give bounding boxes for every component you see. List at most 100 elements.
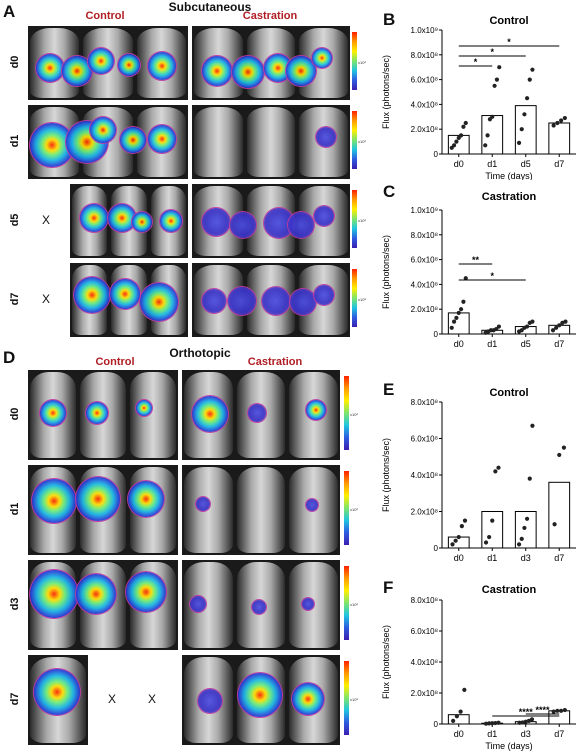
row-label-d0: d0 [9,407,21,421]
row-label-d3: d3 [9,597,21,611]
data-point [552,522,557,527]
imaging-photo [70,263,188,337]
missing-sample-mark: X [148,692,157,706]
chart-b-control-subcutaneous: Control 0 2.0x10⁸ 4.0x10⁸ 6.0x10⁸ 8.0x10⁸ 1.0x… [381,15,576,180]
data-point [496,465,501,470]
significance-label: ** [472,255,480,265]
data-point [458,307,464,312]
data-point [562,115,567,121]
data-point [458,709,463,714]
data-point [555,708,560,713]
data-point [463,276,468,281]
x-tick-label: d5 [521,159,531,169]
data-point [554,325,559,330]
bar-d7 [548,481,571,549]
data-point [494,326,499,332]
luminescence-signal [292,683,324,715]
luminescence-signal [128,481,164,517]
row-label-d1: d1 [9,502,21,516]
data-point [524,516,530,521]
significance-label: * [490,271,494,281]
colorbar [344,376,349,450]
luminescence-signal [86,402,108,424]
x-tick-label: d1 [487,339,497,348]
row-label-d1: d1 [9,134,21,148]
luminescence-signal [30,570,78,618]
y-tick-label: 6.0x10⁸ [411,256,438,265]
row-label-d0: d0 [9,55,21,69]
mouse-silhouette [236,467,286,553]
data-point [522,525,527,531]
luminescence-signal [126,572,166,612]
y-tick-label: 2.0x10⁸ [411,125,438,134]
missing-sample-mark: X [42,213,51,227]
data-point [462,687,467,692]
luminescence-signal [306,400,326,420]
data-point [516,140,522,145]
imaging-photo [192,26,350,100]
colorbar [352,32,357,90]
x-tick-label: d1 [487,729,497,739]
missing-sample-mark: X [108,692,117,706]
y-tick-label: 0 [434,544,439,553]
luminescence-signal [248,404,266,422]
luminescence-signal [228,287,256,315]
chart-title: Castration [482,584,537,596]
group-label-castration-orthotopic: Castration [247,356,303,368]
imaging-photo [192,184,350,258]
data-point [449,325,454,330]
luminescence-signal [202,289,226,313]
data-point [490,518,495,523]
data-point [522,112,527,117]
mouse-silhouette [246,107,296,177]
data-point [557,323,562,328]
y-tick-label: 4.0x10⁸ [411,100,438,109]
mouse-silhouette [130,372,176,458]
y-tick-label: 8.0x10⁸ [411,51,438,60]
colorbar-unit: x10⁶ [350,507,359,512]
section-title-subcutaneous: Subcutaneous [168,0,252,14]
chart-title: Control [489,387,528,399]
imaging-photo [192,105,350,179]
data-point [493,720,498,726]
mouse-silhouette [184,467,233,553]
x-tick-label: d3 [521,729,531,739]
luminescence-signal [232,56,264,88]
y-axis-label: Flux (photons/sec) [381,438,391,512]
colorbar [352,111,357,169]
data-point [524,96,530,101]
data-point [526,718,531,723]
data-point [487,721,492,726]
data-point [451,319,457,324]
x-tick-label: d1 [487,159,497,169]
imaging-photo [182,370,340,460]
data-point [551,123,556,128]
x-tick-label: d0 [454,553,464,563]
group-label-control: Control [85,10,125,22]
data-point [487,534,492,540]
luminescence-signal [148,125,176,153]
luminescence-signal [118,54,140,76]
imaging-photo [28,26,188,100]
luminescence-signal [62,56,92,86]
data-point [458,133,464,138]
luminescence-signal [198,689,222,713]
chart-title: Control [489,15,528,27]
data-point [490,721,495,726]
data-point [563,319,568,324]
luminescence-signal [238,673,282,717]
luminescence-signal [252,600,266,614]
luminescence-signal [314,285,334,305]
panel-label-b: B [383,10,396,29]
luminescence-signal [288,212,314,238]
data-point [451,718,456,723]
group-label-control-orthotopic: Control [95,356,135,368]
x-tick-label: d0 [454,339,464,348]
chart-f-castration-orthotopic: Castration 0 2.0x10⁸ 4.0x10⁸ 6.0x10⁸ 8.0x10⁸ F… [381,584,576,751]
data-point [451,143,457,148]
luminescence-signal [160,210,182,232]
data-point [454,315,459,320]
data-point [524,324,530,329]
luminescence-signal [110,279,140,309]
data-point [497,65,502,70]
